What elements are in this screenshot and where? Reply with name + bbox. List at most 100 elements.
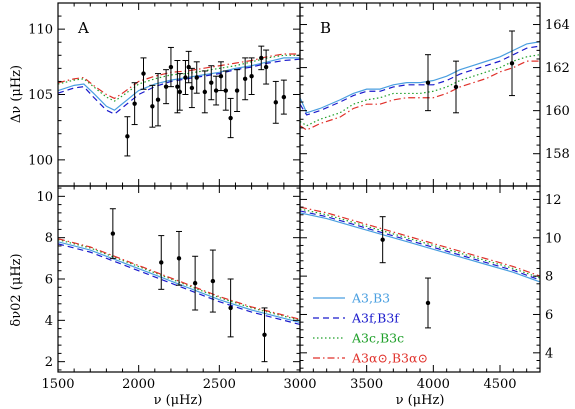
y-tick-label: 12: [545, 193, 562, 208]
y-tick-label: 4: [45, 314, 53, 329]
data-marker: [183, 75, 188, 80]
data-point: [261, 307, 268, 363]
data-point: [167, 46, 174, 88]
legend-label: A3c,B3c: [351, 331, 404, 346]
legend-item: A3,B3: [313, 291, 390, 306]
data-point: [176, 230, 182, 286]
x-tick-label: 4000: [417, 377, 450, 392]
data-point: [192, 255, 199, 311]
data-marker: [262, 332, 267, 337]
y-tick-label: 2: [45, 355, 53, 370]
data-marker: [213, 88, 219, 93]
y-tick-label: 160: [545, 104, 570, 119]
series-line-a3f-b3f: [58, 243, 300, 326]
data-point: [124, 116, 131, 157]
data-marker: [189, 85, 195, 91]
legend-item: A3α⊙,B3α⊙: [313, 351, 428, 366]
curves-A-top: [58, 53, 300, 115]
data-point: [242, 57, 249, 101]
legend-label: A3f,B3f: [351, 311, 400, 326]
data-marker: [425, 300, 431, 306]
series-line-a3f-b3f: [300, 45, 540, 116]
data-point: [425, 54, 431, 112]
left-x-axis-label: ν (μHz): [154, 393, 203, 408]
data-point: [140, 57, 147, 90]
data-point: [131, 82, 138, 126]
x-tick-label: 2000: [122, 377, 155, 392]
data-point: [176, 73, 183, 111]
data-marker: [175, 84, 180, 89]
x-tick-label: 3000: [283, 377, 316, 392]
data-point: [258, 45, 265, 71]
series-line-a3-b3: [58, 241, 300, 323]
series-line-a3f-b3f: [58, 58, 300, 115]
data-point: [280, 79, 287, 115]
data-point: [163, 69, 170, 105]
legend-label: A3α⊙,B3α⊙: [351, 351, 428, 366]
data-point: [217, 61, 224, 92]
y-tick-label: 10: [545, 231, 562, 246]
data-marker: [263, 64, 269, 70]
data-point: [263, 49, 270, 85]
y-tick-label: 8: [545, 270, 553, 285]
y-tick-label: 162: [545, 61, 570, 76]
panel-A-bottom: 1500 2000 2500 3000 2 4 6 8 10: [36, 185, 317, 392]
data-point: [209, 249, 216, 313]
data-point: [174, 60, 181, 114]
series-line-a3c-b3c: [300, 54, 540, 127]
data-marker: [380, 237, 385, 242]
x-tick-label: 1500: [41, 377, 74, 392]
data-point: [208, 65, 215, 101]
data-marker: [202, 89, 208, 95]
y-tick-label: 6: [545, 308, 553, 323]
data-marker: [168, 64, 174, 70]
data-marker: [132, 101, 137, 106]
data-marker: [194, 75, 199, 80]
x-tick-label: 2500: [203, 377, 236, 392]
data-marker: [453, 84, 459, 90]
data-marker: [177, 89, 183, 95]
panel-frame: [299, 185, 541, 373]
data-point: [188, 67, 195, 109]
legend-item: A3c,B3c: [313, 331, 404, 346]
data-marker: [234, 88, 240, 93]
data-point: [234, 69, 241, 112]
y-tick-label: 8: [45, 231, 53, 246]
data-marker: [273, 100, 278, 105]
data-point: [248, 57, 255, 95]
panel-B-bottom: 3500 4000 4500 4 6 8 10 12: [299, 185, 562, 392]
legend: A3,B3 A3f,B3f A3c,B3c A3α⊙,B3α⊙: [313, 291, 428, 366]
curves-A-bottom: [58, 238, 300, 326]
y-tick-label: 100: [28, 153, 53, 168]
y-tick-label: 164: [545, 18, 570, 33]
y-tick-label: 4: [545, 346, 553, 361]
panel-frame: [299, 2, 541, 187]
curves-B-bottom: [300, 206, 540, 283]
data-point: [379, 216, 386, 264]
series-line-a3-b3: [58, 57, 300, 111]
data-point: [109, 208, 116, 259]
bottom-y-axis-label: δν02 (μHz): [9, 253, 24, 326]
panels-group: 100 105 110 A 158 160 162 164 B 1500 2000 2500 3000 2…: [28, 2, 570, 392]
right-x-axis-label: ν (μHz): [396, 393, 445, 408]
data-marker: [509, 61, 515, 66]
x-tick-label: 3500: [350, 377, 383, 392]
y-tick-label: 105: [28, 88, 53, 103]
series-line-a3-b3-: [300, 206, 540, 277]
data-point: [158, 235, 165, 290]
y-tick-label: 6: [45, 273, 53, 288]
series-line-a3c-b3c: [58, 54, 300, 102]
top-y-axis-label: Δν (μHz): [9, 65, 24, 123]
data-marker: [125, 134, 130, 139]
series-line-a3c-b3c: [58, 239, 300, 321]
data-marker: [281, 94, 287, 100]
series-line-a3-b3-: [58, 238, 300, 320]
data-marker: [159, 260, 164, 265]
data-marker: [218, 74, 224, 79]
data-point: [155, 73, 162, 127]
legend-item: A3f,B3f: [313, 311, 400, 326]
data-point: [222, 70, 229, 111]
series-line-a3-b3: [300, 41, 540, 114]
data-point: [272, 80, 279, 124]
data-marker: [242, 76, 248, 82]
